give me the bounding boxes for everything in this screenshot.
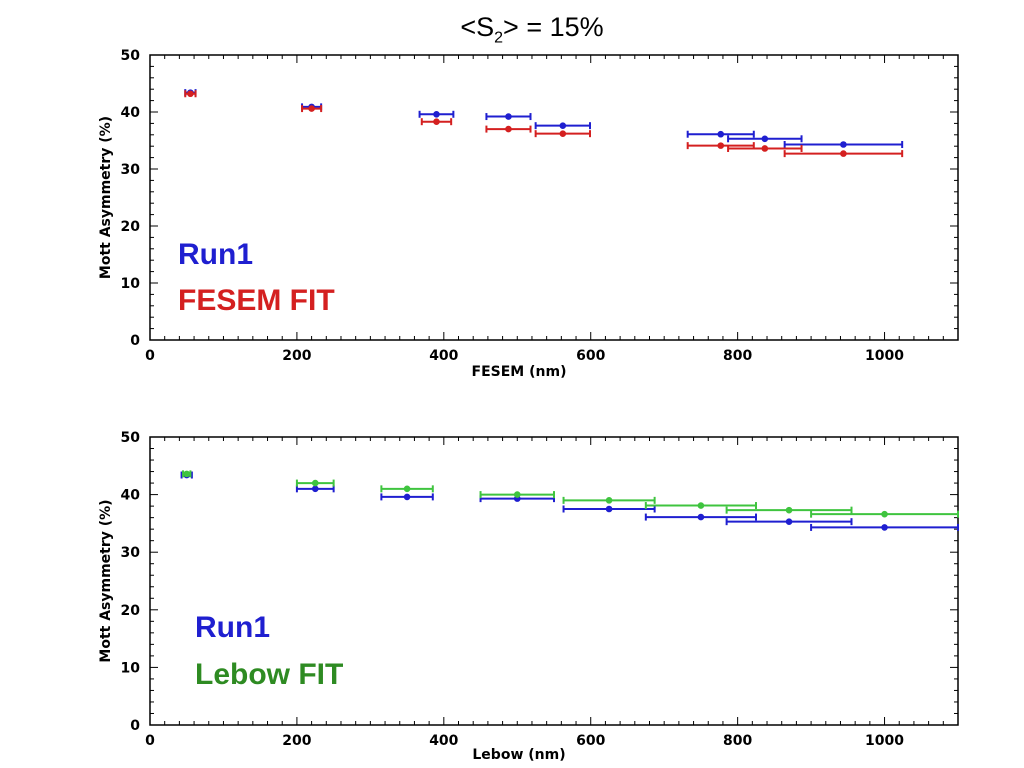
x-tick-label: 600 xyxy=(576,348,605,364)
plot-frame xyxy=(149,436,959,726)
x-axis-label: Lebow (nm) xyxy=(472,747,565,763)
y-tick-label: 30 xyxy=(121,162,141,178)
x-tick-label: 400 xyxy=(429,733,458,749)
y-tick-label: 50 xyxy=(121,48,141,64)
data-point xyxy=(403,485,411,493)
plot-frame xyxy=(149,54,959,341)
y-tick-label: 20 xyxy=(121,219,141,235)
y-tick-label: 10 xyxy=(121,276,141,292)
data-point xyxy=(761,135,769,143)
x-tick-label: 200 xyxy=(282,733,311,749)
data-point xyxy=(840,150,847,157)
x-tick-label: 1000 xyxy=(865,733,904,749)
y-tick-label: 30 xyxy=(121,545,141,561)
data-point xyxy=(840,141,847,148)
x-axis-label: FESEM (nm) xyxy=(472,364,567,380)
data-point xyxy=(433,118,440,125)
x-tick-label: 600 xyxy=(576,733,605,749)
x-tick-label: 0 xyxy=(145,733,155,749)
lebow-chart: 0 200 400 600 800 1000 0 10 20 30 40 50 Lebow (nm) Mo… xyxy=(98,430,959,763)
y-tick-label: 0 xyxy=(130,718,140,734)
y-tick-label: 0 xyxy=(130,333,140,349)
data-point xyxy=(881,510,888,518)
data-point xyxy=(505,125,512,133)
y-tick-label: 10 xyxy=(121,660,141,676)
x-tick-label: 200 xyxy=(282,348,311,364)
data-point xyxy=(311,485,319,493)
data-point xyxy=(505,113,512,120)
data-point xyxy=(183,470,191,478)
y-tick-label: 40 xyxy=(121,105,141,121)
slide-title: <S2> = 15% xyxy=(0,12,1024,47)
data-point xyxy=(187,90,194,98)
data-point xyxy=(403,493,411,501)
data-point xyxy=(559,122,567,129)
x-tick-label: 1000 xyxy=(865,348,904,364)
x-tick-label: 800 xyxy=(723,733,752,749)
y-axis-label: Mott Asymmetry (%) xyxy=(98,499,114,662)
legend-run1-bottom: Run1 xyxy=(195,611,270,644)
data-point xyxy=(605,505,613,513)
y-tick-label: 50 xyxy=(121,430,141,446)
data-point xyxy=(311,479,319,487)
x-tick-label: 400 xyxy=(429,348,458,364)
title-pre: <S xyxy=(460,12,495,42)
legend-run1-top: Run1 xyxy=(178,238,253,271)
data-point xyxy=(785,506,793,514)
title-post: > = 15% xyxy=(503,12,604,42)
data-point xyxy=(761,145,769,152)
data-point xyxy=(308,105,315,112)
legend-fesem-fit: FESEM FIT xyxy=(178,284,335,317)
data-point xyxy=(697,513,705,521)
data-point xyxy=(433,110,440,118)
y-tick-label: 20 xyxy=(121,603,141,619)
data-point xyxy=(785,518,793,525)
data-point xyxy=(697,502,705,509)
series-lebow-fit xyxy=(182,470,959,518)
data-point xyxy=(881,524,888,531)
title-subscript: 2 xyxy=(494,29,504,47)
legend-lebow-fit: Lebow FIT xyxy=(195,658,344,691)
x-tick-label: 800 xyxy=(723,348,752,364)
y-tick-label: 40 xyxy=(121,488,141,504)
data-point xyxy=(559,130,567,137)
series-run1 xyxy=(184,89,904,148)
y-axis-label: Mott Asymmetry (%) xyxy=(98,116,114,279)
data-point xyxy=(605,497,613,504)
data-point xyxy=(717,142,725,149)
data-point xyxy=(717,130,725,138)
series-fesem-fit xyxy=(184,90,904,158)
fesem-chart: 0 200 400 600 800 1000 0 10 20 30 40 50 FESEM (nm) Mo… xyxy=(98,48,959,380)
data-point xyxy=(513,491,521,498)
x-tick-label: 0 xyxy=(145,348,155,364)
